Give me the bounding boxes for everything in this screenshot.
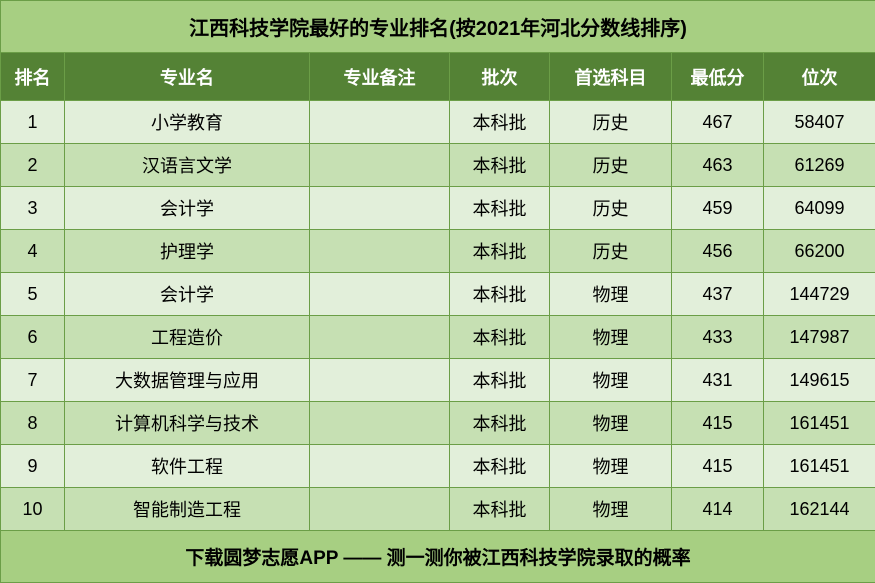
table-row: 1小学教育 本科批历史46758407 xyxy=(1,101,875,144)
cell-position: 66200 xyxy=(764,230,875,273)
cell-batch: 本科批 xyxy=(450,445,550,488)
cell-position: 161451 xyxy=(764,445,875,488)
header-position: 位次 xyxy=(764,53,875,101)
cell-rank: 4 xyxy=(1,230,65,273)
cell-subject: 物理 xyxy=(550,445,672,488)
cell-batch: 本科批 xyxy=(450,273,550,316)
table-row: 2汉语言文学 本科批历史46361269 xyxy=(1,144,875,187)
cell-score: 415 xyxy=(672,445,764,488)
ranking-table: 江西科技学院最好的专业排名(按2021年河北分数线排序) 排名 专业名 专业备注… xyxy=(0,0,875,583)
header-score: 最低分 xyxy=(672,53,764,101)
cell-rank: 9 xyxy=(1,445,65,488)
cell-subject: 物理 xyxy=(550,402,672,445)
cell-note xyxy=(310,230,450,273)
footer-row: 下载圆梦志愿APP —— 测一测你被江西科技学院录取的概率 xyxy=(1,531,875,583)
cell-batch: 本科批 xyxy=(450,230,550,273)
cell-note xyxy=(310,273,450,316)
header-row: 排名 专业名 专业备注 批次 首选科目 最低分 位次 xyxy=(1,53,875,101)
cell-batch: 本科批 xyxy=(450,359,550,402)
cell-score: 463 xyxy=(672,144,764,187)
cell-position: 58407 xyxy=(764,101,875,144)
cell-score: 414 xyxy=(672,488,764,531)
table-row: 6工程造价 本科批物理433147987 xyxy=(1,316,875,359)
cell-batch: 本科批 xyxy=(450,101,550,144)
cell-subject: 物理 xyxy=(550,359,672,402)
cell-major: 会计学 xyxy=(65,187,310,230)
table-row: 8计算机科学与技术 本科批物理415161451 xyxy=(1,402,875,445)
cell-subject: 历史 xyxy=(550,230,672,273)
table-body: 1小学教育本科批历史467584072汉语言文学本科批历史463612693会计… xyxy=(1,101,875,531)
cell-batch: 本科批 xyxy=(450,316,550,359)
cell-rank: 5 xyxy=(1,273,65,316)
table-footer: 下载圆梦志愿APP —— 测一测你被江西科技学院录取的概率 xyxy=(1,531,875,583)
cell-score: 431 xyxy=(672,359,764,402)
cell-batch: 本科批 xyxy=(450,402,550,445)
cell-major: 小学教育 xyxy=(65,101,310,144)
title-row: 江西科技学院最好的专业排名(按2021年河北分数线排序) xyxy=(1,1,875,53)
header-batch: 批次 xyxy=(450,53,550,101)
cell-subject: 历史 xyxy=(550,101,672,144)
cell-score: 459 xyxy=(672,187,764,230)
cell-major: 护理学 xyxy=(65,230,310,273)
cell-position: 149615 xyxy=(764,359,875,402)
table-row: 5会计学 本科批物理437144729 xyxy=(1,273,875,316)
cell-batch: 本科批 xyxy=(450,488,550,531)
cell-major: 软件工程 xyxy=(65,445,310,488)
cell-note xyxy=(310,316,450,359)
table-row: 9软件工程 本科批物理415161451 xyxy=(1,445,875,488)
cell-rank: 7 xyxy=(1,359,65,402)
cell-major: 汉语言文学 xyxy=(65,144,310,187)
cell-position: 64099 xyxy=(764,187,875,230)
cell-note xyxy=(310,488,450,531)
cell-note xyxy=(310,445,450,488)
cell-major: 会计学 xyxy=(65,273,310,316)
cell-position: 144729 xyxy=(764,273,875,316)
cell-subject: 历史 xyxy=(550,144,672,187)
cell-score: 415 xyxy=(672,402,764,445)
cell-score: 433 xyxy=(672,316,764,359)
cell-major: 大数据管理与应用 xyxy=(65,359,310,402)
cell-position: 162144 xyxy=(764,488,875,531)
cell-batch: 本科批 xyxy=(450,144,550,187)
header-subject: 首选科目 xyxy=(550,53,672,101)
cell-rank: 2 xyxy=(1,144,65,187)
cell-rank: 6 xyxy=(1,316,65,359)
cell-score: 467 xyxy=(672,101,764,144)
cell-note xyxy=(310,101,450,144)
cell-batch: 本科批 xyxy=(450,187,550,230)
cell-subject: 历史 xyxy=(550,187,672,230)
cell-score: 456 xyxy=(672,230,764,273)
header-rank: 排名 xyxy=(1,53,65,101)
cell-major: 智能制造工程 xyxy=(65,488,310,531)
cell-position: 161451 xyxy=(764,402,875,445)
cell-rank: 8 xyxy=(1,402,65,445)
cell-rank: 10 xyxy=(1,488,65,531)
cell-rank: 1 xyxy=(1,101,65,144)
table-row: 3会计学 本科批历史45964099 xyxy=(1,187,875,230)
cell-position: 147987 xyxy=(764,316,875,359)
cell-note xyxy=(310,144,450,187)
cell-note xyxy=(310,187,450,230)
header-major: 专业名 xyxy=(65,53,310,101)
table-row: 10智能制造工程 本科批物理414162144 xyxy=(1,488,875,531)
table-row: 7大数据管理与应用 本科批物理431149615 xyxy=(1,359,875,402)
cell-position: 61269 xyxy=(764,144,875,187)
cell-major: 计算机科学与技术 xyxy=(65,402,310,445)
table-container: 江西科技学院最好的专业排名(按2021年河北分数线排序) 排名 专业名 专业备注… xyxy=(0,0,875,561)
header-note: 专业备注 xyxy=(310,53,450,101)
cell-note xyxy=(310,402,450,445)
cell-rank: 3 xyxy=(1,187,65,230)
cell-subject: 物理 xyxy=(550,488,672,531)
cell-subject: 物理 xyxy=(550,273,672,316)
cell-subject: 物理 xyxy=(550,316,672,359)
cell-major: 工程造价 xyxy=(65,316,310,359)
table-title: 江西科技学院最好的专业排名(按2021年河北分数线排序) xyxy=(1,1,875,53)
cell-score: 437 xyxy=(672,273,764,316)
cell-note xyxy=(310,359,450,402)
table-row: 4护理学 本科批历史45666200 xyxy=(1,230,875,273)
